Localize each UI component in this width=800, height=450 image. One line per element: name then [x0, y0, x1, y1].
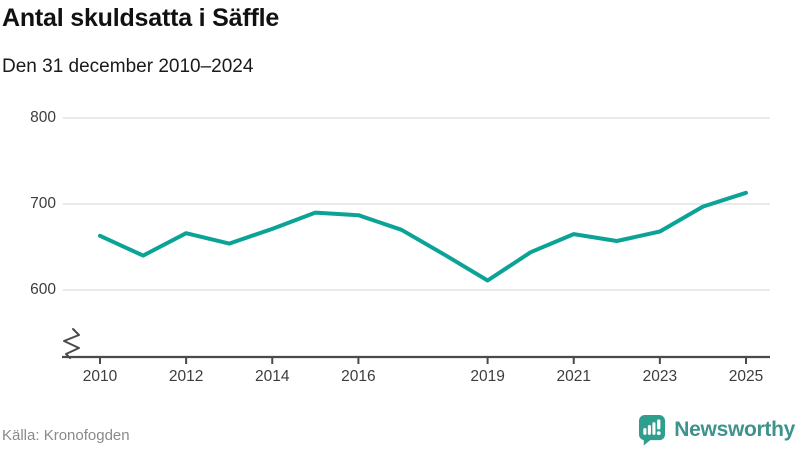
y-axis-break-icon	[63, 328, 80, 359]
line-chart: 600 700 800 2010 2012 2014 2016 2019 2021 2023 202…	[30, 109, 770, 385]
brand-name: Newsworthy	[674, 418, 795, 441]
x-tick-label: 2010	[83, 368, 118, 385]
x-tick-label: 2023	[643, 368, 677, 385]
bar-chart-speech-bubble-icon	[639, 415, 666, 446]
newsworthy-brand-link[interactable]: Newsworthy	[638, 414, 795, 446]
y-tick-label: 700	[30, 195, 56, 212]
data-line	[98, 190, 748, 283]
x-tick-label: 2012	[169, 368, 203, 385]
x-tick-label: 2021	[556, 368, 590, 385]
chart-subtitle: Den 31 december 2010–2024	[2, 56, 254, 77]
source-caption: Källa: Kronofogden	[2, 427, 130, 444]
y-tick-label: 600	[30, 281, 56, 298]
x-tick-label: 2016	[341, 368, 375, 385]
x-tick-label: 2014	[255, 368, 290, 385]
y-tick-label: 800	[30, 109, 56, 126]
page-title: Antal skuldsatta i Säffle	[2, 4, 280, 32]
x-tick-label: 2025	[729, 368, 763, 385]
x-tick-label: 2019	[470, 368, 504, 385]
